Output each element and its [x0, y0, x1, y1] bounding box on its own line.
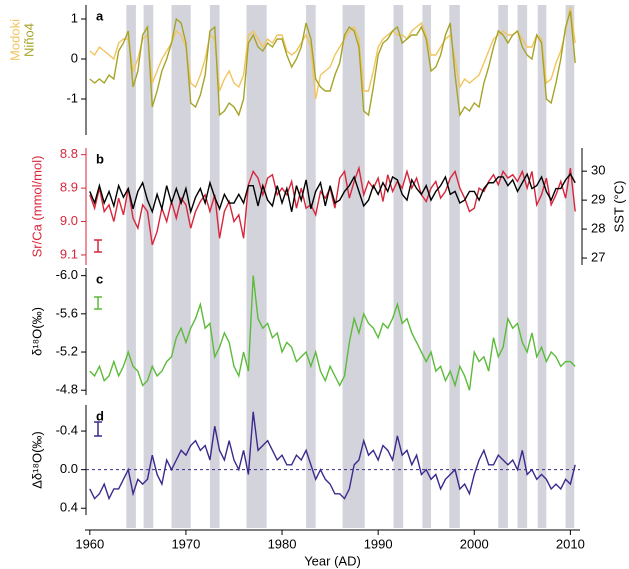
legend-label: Niño4: [21, 23, 36, 57]
y-tick-label: 9.1: [60, 246, 78, 261]
highlight-band: [342, 5, 365, 528]
panel-label: a: [96, 8, 104, 23]
y-tick-label: 8.8: [60, 146, 78, 161]
y-tick-label: -6.0: [56, 267, 78, 282]
highlight-band: [209, 5, 220, 528]
x-tick-label: 1990: [364, 536, 393, 551]
x-tick-label: 1970: [171, 536, 200, 551]
error-bar-icon: [94, 296, 102, 310]
y2-tick-label: 30: [591, 163, 605, 178]
highlight-band: [498, 5, 508, 528]
y2-tick-label: 27: [591, 249, 605, 264]
legend-label: Modoki: [7, 19, 22, 61]
x-tick-label: 1980: [268, 536, 297, 551]
highlight-band: [537, 5, 547, 528]
y-tick-label: -5.2: [56, 343, 78, 358]
x-tick-label: 1960: [75, 536, 104, 551]
y2-tick-label: 29: [591, 192, 605, 207]
highlight-band: [449, 5, 460, 528]
y-tick-label: 8.9: [60, 180, 78, 195]
error-bar-icon: [94, 239, 102, 253]
y-axis-label: δ¹⁸O(‰): [29, 307, 44, 356]
y-tick-label: 1: [71, 10, 78, 25]
y-tick-label: 0.0: [60, 461, 78, 476]
x-tick-label: 2000: [460, 536, 489, 551]
y-axis-label: Δδ¹⁸O(‰): [29, 431, 44, 489]
highlight-band: [143, 5, 154, 528]
highlight-band: [565, 5, 575, 528]
y-tick-label: -5.6: [56, 305, 78, 320]
y-tick-label: 0: [71, 50, 78, 65]
series-line: [89, 172, 576, 215]
y2-tick-label: 28: [591, 221, 605, 236]
y-axis-label: Sr/Ca (mmol/mol): [29, 156, 44, 258]
x-axis-label: Year (AD): [304, 553, 361, 568]
series-line: [89, 275, 576, 391]
y2-axis-label: SST (°C): [611, 181, 626, 233]
highlight-band: [517, 5, 528, 528]
panel-label: d: [96, 408, 104, 423]
error-bar-icons: [94, 239, 102, 437]
highlight-band: [126, 5, 136, 528]
series-line: [89, 165, 576, 246]
highlights: [126, 5, 575, 528]
y-tick-label: 9.0: [60, 213, 78, 228]
y-tick-label: 0.4: [60, 500, 78, 515]
y-tick-label: -0.4: [56, 422, 78, 437]
highlight-band: [393, 5, 404, 528]
panel-label: c: [96, 271, 103, 286]
highlight-band: [306, 5, 316, 528]
series-line: [89, 10, 576, 118]
x-tick-label: 2010: [556, 536, 585, 551]
highlight-band: [171, 5, 191, 528]
y-tick-label: -1: [66, 90, 78, 105]
highlight-band: [246, 5, 267, 528]
highlight-band: [422, 5, 432, 528]
series-line: [89, 411, 576, 501]
y-tick-label: -4.8: [56, 382, 78, 397]
panel-label: b: [96, 151, 104, 166]
error-bar-icon: [94, 421, 102, 437]
